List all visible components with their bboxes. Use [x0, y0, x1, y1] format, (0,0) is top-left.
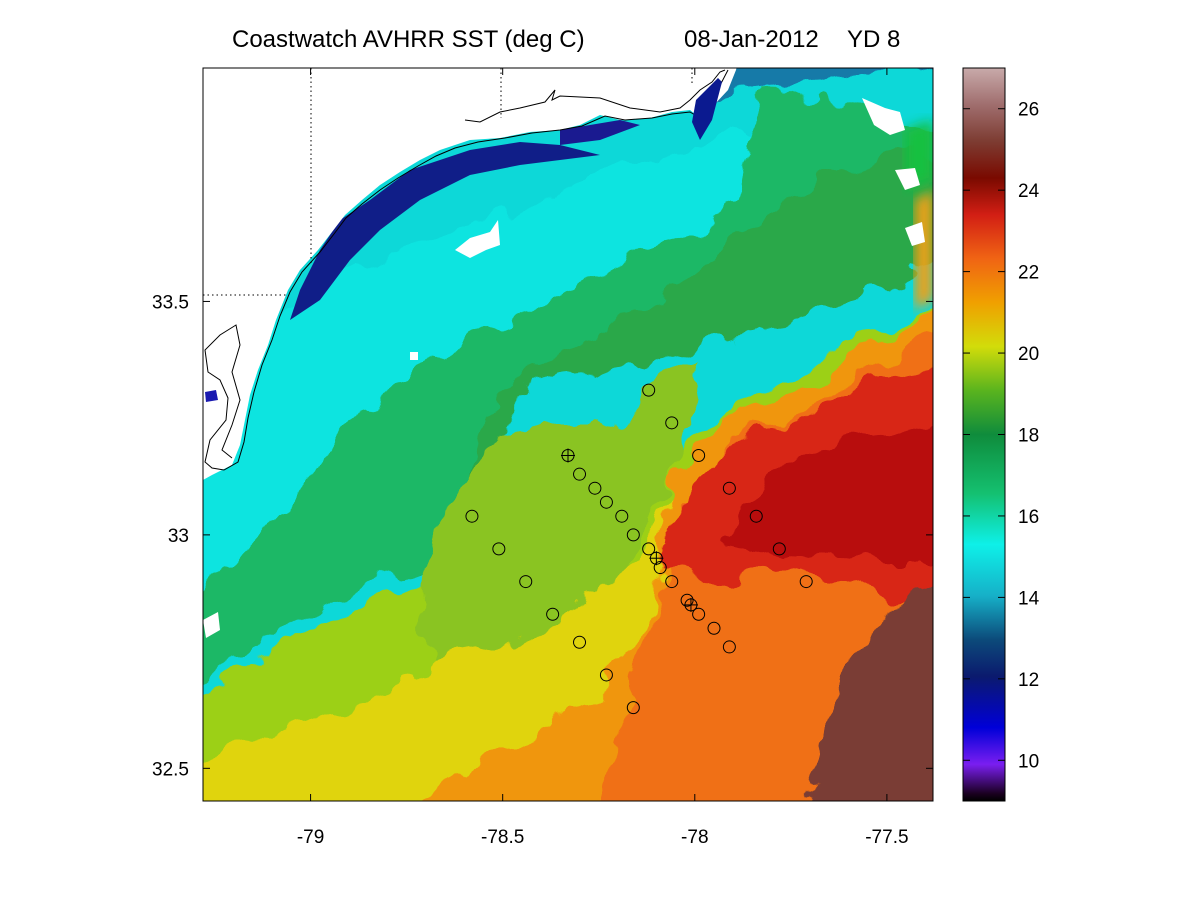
- station-circle: [665, 575, 679, 589]
- station-circle: [692, 449, 706, 463]
- y-tick-label: 33: [168, 526, 189, 547]
- station-circle: [599, 668, 613, 682]
- station-circle: [599, 495, 613, 509]
- station-circle: [626, 701, 640, 715]
- colorbar-tick-label: 16: [1018, 507, 1039, 528]
- colorbar: 26 24 22 20 18 16 14 12 10: [962, 67, 1040, 802]
- station-circle: [626, 528, 640, 542]
- title-yearday: YD 8: [847, 26, 901, 53]
- station-circle: [772, 542, 786, 556]
- colorbar-tick-label: 18: [1018, 426, 1039, 447]
- station-circle: [722, 640, 736, 654]
- station-circle: [465, 509, 479, 523]
- land: [203, 68, 737, 480]
- map-frame: [202, 67, 934, 802]
- y-tick-label: 32.5: [152, 759, 189, 780]
- station-circle: [707, 621, 721, 635]
- station-circle: [546, 607, 560, 621]
- station-circle: [799, 575, 813, 589]
- colorbar-tick-label: 12: [1018, 670, 1039, 691]
- station-circle: [492, 542, 506, 556]
- grid-lines: [203, 68, 693, 296]
- title-main: Coastwatch AVHRR SST (deg C): [232, 26, 585, 53]
- station-circle: [642, 542, 656, 556]
- title-date: 08-Jan-2012: [684, 26, 819, 53]
- station-circle: [642, 383, 656, 397]
- station-markers: [465, 383, 813, 715]
- station-circle: [588, 481, 602, 495]
- colorbar-tick-label: 22: [1018, 263, 1039, 284]
- colorbar-tick-label: 26: [1018, 100, 1039, 121]
- station-circle: [680, 593, 694, 607]
- x-tick-label: -78.5: [481, 827, 524, 848]
- station-circle: [722, 481, 736, 495]
- sst-field: [203, 68, 933, 801]
- colorbar-tick-label: 14: [1018, 588, 1040, 609]
- colorbar-tick-label: 10: [1018, 751, 1039, 772]
- x-tick-label: -78: [681, 827, 708, 848]
- station-circle: [519, 575, 533, 589]
- x-tick-label: -79: [297, 827, 324, 848]
- station-circle: [665, 416, 679, 430]
- coastline: [204, 69, 729, 471]
- station-circle: [692, 607, 706, 621]
- station-circle: [615, 509, 629, 523]
- colorbar-tick-label: 24: [1018, 181, 1040, 202]
- station-circle: [653, 561, 667, 575]
- colorbar-tick-label: 20: [1018, 344, 1039, 365]
- station-circle: [573, 635, 587, 649]
- x-tick-label: -77.5: [865, 827, 908, 848]
- x-axis: -79 -78.5 -78 -77.5: [297, 68, 909, 848]
- y-axis: 33.5 33 32.5: [152, 292, 933, 780]
- y-tick-label: 33.5: [152, 292, 189, 313]
- station-circle: [749, 509, 763, 523]
- station-circle: [573, 467, 587, 481]
